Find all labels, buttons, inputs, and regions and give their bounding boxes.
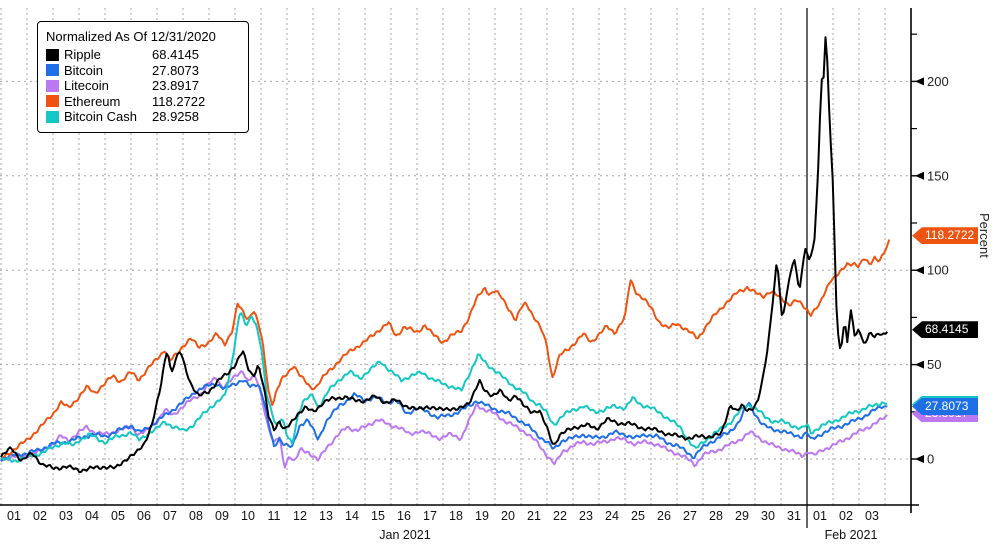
legend-series-name: Bitcoin: [64, 62, 104, 78]
x-tick-label: 03: [59, 509, 73, 523]
y-tick-arrow-icon: [915, 266, 924, 275]
x-tick-label: 24: [605, 509, 619, 523]
y-tick-arrow-icon: [915, 455, 924, 463]
last-price-badge-ripple: 68.4145: [912, 321, 978, 339]
x-tick-label: 22: [553, 509, 567, 523]
x-tick-label: 13: [319, 509, 333, 523]
x-tick-label: 15: [371, 509, 385, 523]
legend-series-value: 23.8917: [152, 78, 199, 94]
x-tick-label: 27: [683, 509, 697, 523]
x-tick-label: 20: [501, 509, 515, 523]
series-line-bitcoin: [0, 379, 888, 462]
legend-entry: Bitcoin 27.8073: [46, 63, 240, 79]
series-line-ethereum: [0, 239, 891, 459]
legend-rows: Ripple 68.4145 Bitcoin 27.8073 Litecoin 23.89…: [46, 47, 240, 125]
legend-entry: Bitcoin Cash 28.9258: [46, 109, 240, 125]
legend-entry: Ripple 68.4145: [46, 47, 240, 63]
legend-title: Normalized As Of 12/31/2020: [46, 29, 216, 44]
y-tick-label: 0: [927, 452, 934, 467]
x-tick-label: 25: [631, 509, 645, 523]
y-tick-label: 50: [927, 357, 941, 372]
y-tick-arrow-icon: [915, 171, 924, 180]
x-tick-label: 31: [787, 509, 801, 523]
x-tick-label: 08: [189, 509, 203, 523]
x-tick-label: 21: [527, 509, 541, 523]
x-tick-label: 05: [111, 509, 125, 523]
x-tick-label: 02: [839, 509, 853, 523]
legend-entry: Litecoin 23.8917: [46, 78, 240, 94]
x-tick-label: 01: [813, 509, 827, 523]
legend-entry: Ethereum 118.2722: [46, 94, 240, 110]
x-tick-label: 01: [7, 509, 21, 523]
y-tick-label: 200: [927, 74, 949, 89]
legend-swatch-icon: [46, 110, 59, 123]
series-line-bitcoin-cash: [0, 312, 888, 463]
x-tick-label: 11: [268, 509, 281, 523]
legend-series-name: Bitcoin Cash: [64, 109, 137, 125]
y-axis-title: Percent: [977, 213, 992, 258]
legend-swatch-icon: [46, 48, 59, 61]
legend-series-value: 118.2722: [152, 93, 206, 109]
x-tick-label: 18: [449, 509, 463, 523]
legend-series-name: Ripple: [64, 47, 101, 63]
x-tick-label: 14: [345, 509, 359, 523]
x-tick-label: 28: [709, 509, 723, 523]
legend-swatch-icon: [46, 95, 59, 108]
x-tick-label: 03: [865, 509, 879, 523]
x-tick-label: 06: [137, 509, 151, 523]
legend-series-value: 68.4145: [152, 47, 199, 63]
legend-series-value: 27.8073: [152, 62, 199, 78]
x-tick-label: 04: [85, 509, 99, 523]
x-tick-label: 26: [657, 509, 671, 523]
legend-series-name: Litecoin: [64, 78, 109, 94]
legend-series-name: Ethereum: [64, 93, 121, 109]
x-tick-label: 07: [163, 509, 177, 523]
y-tick-label: 100: [927, 263, 949, 278]
legend-swatch-icon: [46, 64, 59, 77]
legend-swatch-icon: [46, 79, 59, 92]
y-tick-label: 150: [927, 168, 949, 183]
y-tick-arrow-icon: [915, 360, 924, 369]
x-tick-label: 10: [241, 509, 255, 523]
month-label-jan: Jan 2021: [379, 528, 431, 542]
legend-series-value: 28.9258: [152, 109, 199, 125]
x-tick-label: 16: [397, 509, 411, 523]
last-price-badge-bitcoin: 27.8073: [912, 398, 978, 415]
x-tick-label: 30: [761, 509, 775, 523]
x-tick-label: 23: [579, 509, 593, 523]
x-tick-label: 17: [423, 509, 437, 523]
x-tick-label: 29: [735, 509, 749, 523]
last-price-badge-ethereum: 118.2722: [912, 227, 978, 245]
series-lines: [0, 36, 891, 474]
x-tick-label: 02: [33, 509, 47, 523]
month-label-feb: Feb 2021: [824, 528, 878, 542]
x-tick-label: 09: [215, 509, 229, 523]
y-tick-arrow-icon: [915, 77, 924, 86]
x-tick-label: 12: [293, 509, 307, 523]
series-line-ripple: [0, 36, 889, 474]
chart-legend: Normalized As Of 12/31/2020 Ripple 68.414…: [37, 21, 249, 133]
x-tick-label: 19: [475, 509, 489, 523]
